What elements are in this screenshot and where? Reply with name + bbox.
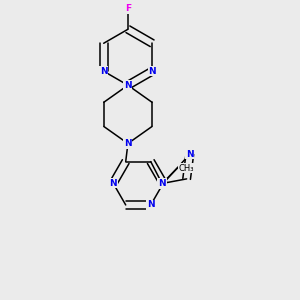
Text: N: N (158, 179, 166, 188)
Text: N: N (124, 139, 132, 148)
Text: N: N (110, 179, 117, 188)
Text: CH₃: CH₃ (178, 164, 194, 173)
Text: N: N (186, 150, 194, 159)
Text: F: F (125, 4, 131, 13)
Text: N: N (124, 81, 132, 90)
Text: N: N (100, 67, 107, 76)
Text: N: N (148, 67, 156, 76)
Text: N: N (147, 200, 154, 209)
